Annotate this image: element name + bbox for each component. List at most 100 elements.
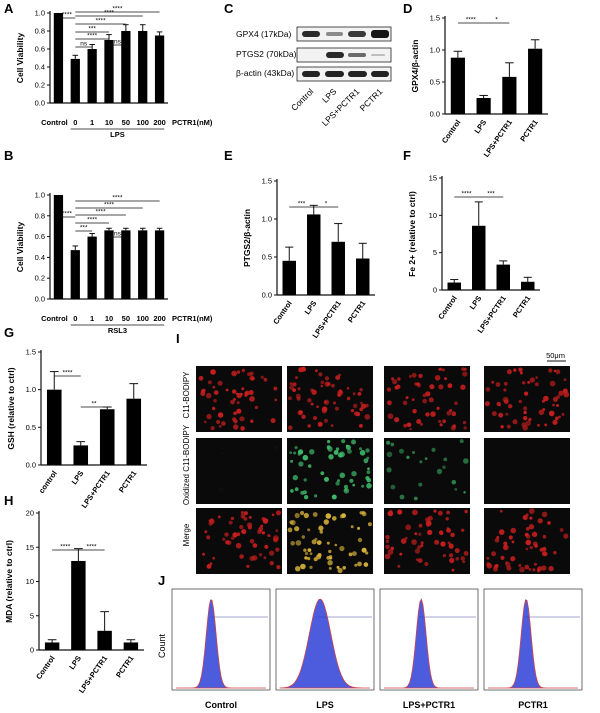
y-tick-label: 1.5 bbox=[430, 14, 440, 23]
cell-dot bbox=[248, 390, 254, 395]
cell-dot bbox=[317, 553, 322, 557]
bar bbox=[87, 49, 97, 103]
cell-dot bbox=[307, 528, 311, 532]
cell-dot bbox=[541, 511, 548, 518]
cell-dot bbox=[459, 439, 464, 444]
cell-dot bbox=[420, 544, 424, 548]
x-tick-label: 50 bbox=[122, 314, 130, 323]
cell-dot bbox=[404, 536, 408, 540]
significance-label: **** bbox=[87, 217, 98, 224]
x-tick-label: PCTR1 bbox=[518, 118, 539, 143]
cell-dot bbox=[345, 444, 349, 448]
cell-dot bbox=[275, 547, 280, 552]
x-tick-label: PCTR1 bbox=[511, 294, 532, 319]
cell-dot bbox=[353, 403, 358, 409]
cell-dot bbox=[309, 552, 313, 556]
cell-dot bbox=[246, 564, 250, 569]
panel-D-letter: D bbox=[403, 1, 412, 16]
y-tick-label: 0.6 bbox=[35, 45, 45, 54]
cell-dot bbox=[425, 412, 430, 417]
cell-dot bbox=[534, 382, 539, 387]
cell-dot bbox=[558, 390, 564, 396]
cell-dot bbox=[552, 419, 558, 425]
cell-dot bbox=[289, 520, 294, 525]
cell-dot bbox=[334, 406, 339, 411]
cell-dot bbox=[198, 375, 204, 381]
cell-dot bbox=[328, 454, 334, 460]
cell-dot bbox=[303, 478, 307, 482]
cell-dot bbox=[446, 410, 452, 416]
bar bbox=[53, 195, 64, 299]
cell-dot bbox=[415, 558, 419, 561]
x-tick-label: Control bbox=[271, 299, 294, 326]
microscopy-tile bbox=[384, 438, 470, 504]
cell-dot bbox=[392, 379, 398, 385]
cell-dot bbox=[424, 561, 429, 567]
cell-dot bbox=[553, 369, 557, 373]
cell-dot bbox=[543, 395, 549, 402]
cell-dot bbox=[303, 512, 309, 519]
y-tick-label: 1.0 bbox=[26, 385, 36, 394]
cell-dot bbox=[537, 569, 540, 573]
cell-dot bbox=[294, 446, 298, 450]
cell-dot bbox=[240, 426, 245, 431]
flow-y-label: Count bbox=[157, 634, 167, 659]
cell-dot bbox=[333, 401, 336, 405]
cell-dot bbox=[519, 371, 523, 375]
bar bbox=[44, 642, 60, 650]
cell-dot bbox=[431, 447, 436, 452]
cell-dot bbox=[309, 449, 315, 455]
cell-dot bbox=[341, 439, 346, 444]
y-tick-label: 0.0 bbox=[26, 461, 36, 470]
cell-dot bbox=[323, 519, 329, 525]
chart-cell-viability-lps: 0.0 0.2 0.4 0.6 0.8 1.0 Cell Viability Control 0… bbox=[15, 6, 213, 140]
cell-dot bbox=[497, 403, 501, 407]
cell-dot bbox=[289, 385, 294, 390]
x-tick-label: control bbox=[37, 469, 59, 495]
cell-dot bbox=[361, 547, 367, 553]
cell-dot bbox=[436, 468, 443, 475]
cell-dot bbox=[510, 527, 517, 534]
cell-dot bbox=[217, 515, 221, 519]
cell-dot bbox=[294, 526, 300, 532]
cell-dot bbox=[541, 565, 547, 571]
cell-dot bbox=[417, 558, 423, 563]
cell-dot bbox=[269, 550, 275, 556]
cell-dot bbox=[434, 539, 440, 545]
cell-dot bbox=[350, 409, 354, 413]
cell-dot bbox=[337, 479, 340, 483]
cell-dot bbox=[320, 380, 325, 385]
y-tick-label: 0.0 bbox=[262, 291, 272, 300]
cell-dot bbox=[298, 410, 303, 415]
x-tick-label: 0 bbox=[73, 314, 77, 323]
x-tick-label: PCTR1 bbox=[114, 654, 135, 679]
cell-dot bbox=[505, 412, 509, 416]
cell-dot bbox=[408, 374, 412, 378]
cell-dot bbox=[315, 369, 318, 373]
cell-dot bbox=[486, 561, 491, 567]
x-tick-label: 10 bbox=[105, 314, 113, 323]
bar bbox=[521, 281, 535, 290]
cell-dot bbox=[447, 541, 451, 545]
cell-dot bbox=[438, 384, 444, 390]
x-tick-label: PCTR1 bbox=[346, 299, 367, 324]
significance-label: * bbox=[495, 17, 498, 24]
cell-dot bbox=[339, 472, 346, 479]
blot-band bbox=[348, 71, 367, 77]
cell-dot bbox=[218, 486, 224, 492]
cell-dot bbox=[301, 414, 306, 419]
cell-dot bbox=[310, 402, 314, 406]
cell-dot bbox=[455, 557, 460, 561]
cell-dot bbox=[427, 529, 433, 536]
y-tick-label: 0.5 bbox=[430, 78, 440, 87]
cell-dot bbox=[418, 523, 423, 528]
cell-dot bbox=[418, 373, 423, 379]
cell-dot bbox=[548, 368, 553, 373]
cell-dot bbox=[462, 420, 467, 425]
histogram-peak bbox=[488, 599, 578, 689]
cell-dot bbox=[359, 447, 362, 451]
blot-band bbox=[371, 71, 389, 77]
cell-dot bbox=[503, 388, 507, 392]
bar bbox=[71, 560, 86, 650]
bar bbox=[70, 250, 80, 299]
